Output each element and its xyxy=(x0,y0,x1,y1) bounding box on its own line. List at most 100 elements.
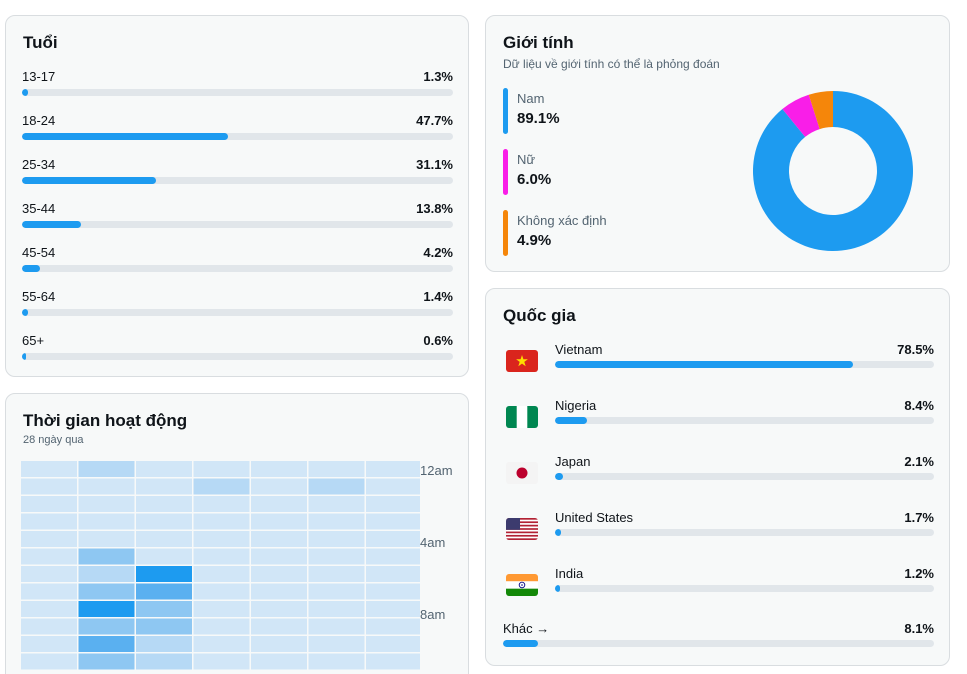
country-bar-track xyxy=(555,417,934,424)
heatmap-cell xyxy=(21,461,77,477)
heatmap-cell xyxy=(78,531,135,547)
country-bar-fill xyxy=(555,585,560,592)
gender-card: Giới tính Dữ liệu về giới tính có thể là… xyxy=(485,15,950,272)
heatmap-cell xyxy=(193,531,250,547)
heatmap-cell xyxy=(78,653,135,670)
gender-value: 4.9% xyxy=(517,232,552,249)
country-value: 2.1% xyxy=(904,454,934,469)
vietnam-flag-icon xyxy=(506,350,538,372)
age-bar-fill xyxy=(22,89,28,96)
age-bar-track xyxy=(22,89,453,96)
country-other-track xyxy=(503,640,934,647)
heatmap-cell xyxy=(21,496,77,512)
heatmap-cell xyxy=(78,566,135,582)
country-name: Vietnam xyxy=(555,342,603,357)
heatmap-cell xyxy=(193,548,250,565)
nigeria-flag-icon xyxy=(506,406,538,428)
country-name: United States xyxy=(555,510,634,525)
heatmap-cell xyxy=(21,548,77,565)
heatmap-cell xyxy=(78,496,135,512)
heatmap-cell xyxy=(21,583,77,600)
usa-flag-icon xyxy=(506,518,538,540)
age-label: 18-24 xyxy=(22,113,56,128)
country-row: Vietnam 78.5% xyxy=(503,342,934,390)
age-bar-fill xyxy=(22,265,41,272)
gender-value: 89.1% xyxy=(517,110,560,127)
activity-heatmap xyxy=(21,461,420,670)
age-value: 31.1% xyxy=(416,157,453,172)
age-bar-track xyxy=(22,221,453,228)
japan-flag-icon xyxy=(506,462,538,484)
age-bar-track xyxy=(22,177,453,184)
gender-label: Nam xyxy=(517,91,545,106)
age-row: 18-24 47.7% xyxy=(22,113,453,153)
heatmap-cell xyxy=(366,601,420,617)
heatmap-cell xyxy=(308,461,365,477)
country-bar-fill xyxy=(555,473,563,480)
age-title: Tuổi xyxy=(23,33,58,52)
hour-label-12am: 12am xyxy=(420,463,453,478)
age-value: 4.2% xyxy=(423,245,453,260)
heatmap-cell xyxy=(78,636,135,652)
heatmap-cell xyxy=(193,618,250,635)
heatmap-cell xyxy=(366,461,420,477)
gender-subtitle: Dữ liệu về giới tính có thể là phỏng đoá… xyxy=(503,57,720,71)
age-bar-fill xyxy=(22,353,27,360)
heatmap-cell xyxy=(366,566,420,582)
country-title: Quốc gia xyxy=(503,306,576,325)
gender-legend-item: Không xác định 4.9% xyxy=(503,210,723,256)
age-row: 65+ 0.6% xyxy=(22,333,453,373)
heatmap-cell xyxy=(251,461,307,477)
heatmap-cell xyxy=(251,566,307,582)
country-other-row[interactable]: Khác → 8.1% xyxy=(503,621,934,669)
heatmap-cell xyxy=(193,478,250,495)
heatmap-cell xyxy=(308,531,365,547)
heatmap-cell xyxy=(193,653,250,670)
heatmap-cell xyxy=(21,478,77,495)
age-bar-fill xyxy=(22,177,157,184)
heatmap-cell xyxy=(136,513,192,530)
heatmap-cell xyxy=(308,653,365,670)
country-bar-track xyxy=(555,361,934,368)
heatmap-cell xyxy=(251,601,307,617)
country-bar-track xyxy=(555,585,934,592)
heatmap-cell xyxy=(251,618,307,635)
heatmap-cell xyxy=(136,653,192,670)
heatmap-cell xyxy=(78,513,135,530)
heatmap-cell xyxy=(366,583,420,600)
age-bar-track xyxy=(22,309,453,316)
heatmap-cell xyxy=(193,636,250,652)
donut-slice xyxy=(782,94,820,137)
age-label: 25-34 xyxy=(22,157,56,172)
heatmap-cell xyxy=(308,548,365,565)
heatmap-cell xyxy=(193,461,250,477)
age-value: 47.7% xyxy=(416,113,453,128)
heatmap-cell xyxy=(78,548,135,565)
age-label: 65+ xyxy=(22,333,45,348)
age-label: 35-44 xyxy=(22,201,56,216)
heatmap-cell xyxy=(136,566,192,582)
heatmap-cell xyxy=(366,478,420,495)
age-value: 1.4% xyxy=(423,289,453,304)
heatmap-cell xyxy=(308,601,365,617)
heatmap-cell xyxy=(21,513,77,530)
country-other-link[interactable]: Khác → xyxy=(503,621,550,636)
country-other-fill xyxy=(503,640,538,647)
age-row: 25-34 31.1% xyxy=(22,157,453,197)
heatmap-cell xyxy=(251,478,307,495)
heatmap-cell xyxy=(366,531,420,547)
age-row: 35-44 13.8% xyxy=(22,201,453,241)
country-value: 1.7% xyxy=(904,510,934,525)
age-value: 1.3% xyxy=(423,69,453,84)
age-bar-track xyxy=(22,133,453,140)
age-bar-track xyxy=(22,353,453,360)
country-name: India xyxy=(555,566,584,581)
heatmap-cell xyxy=(21,566,77,582)
heatmap-cell xyxy=(251,531,307,547)
heatmap-cell xyxy=(136,531,192,547)
age-card: Tuổi 13-17 1.3% 18-24 47.7% 25-34 31.1% 35-44 1… xyxy=(5,15,469,377)
age-bar-fill xyxy=(22,309,29,316)
heatmap-cell xyxy=(193,566,250,582)
age-row: 55-64 1.4% xyxy=(22,289,453,329)
heatmap-cell xyxy=(21,653,77,670)
